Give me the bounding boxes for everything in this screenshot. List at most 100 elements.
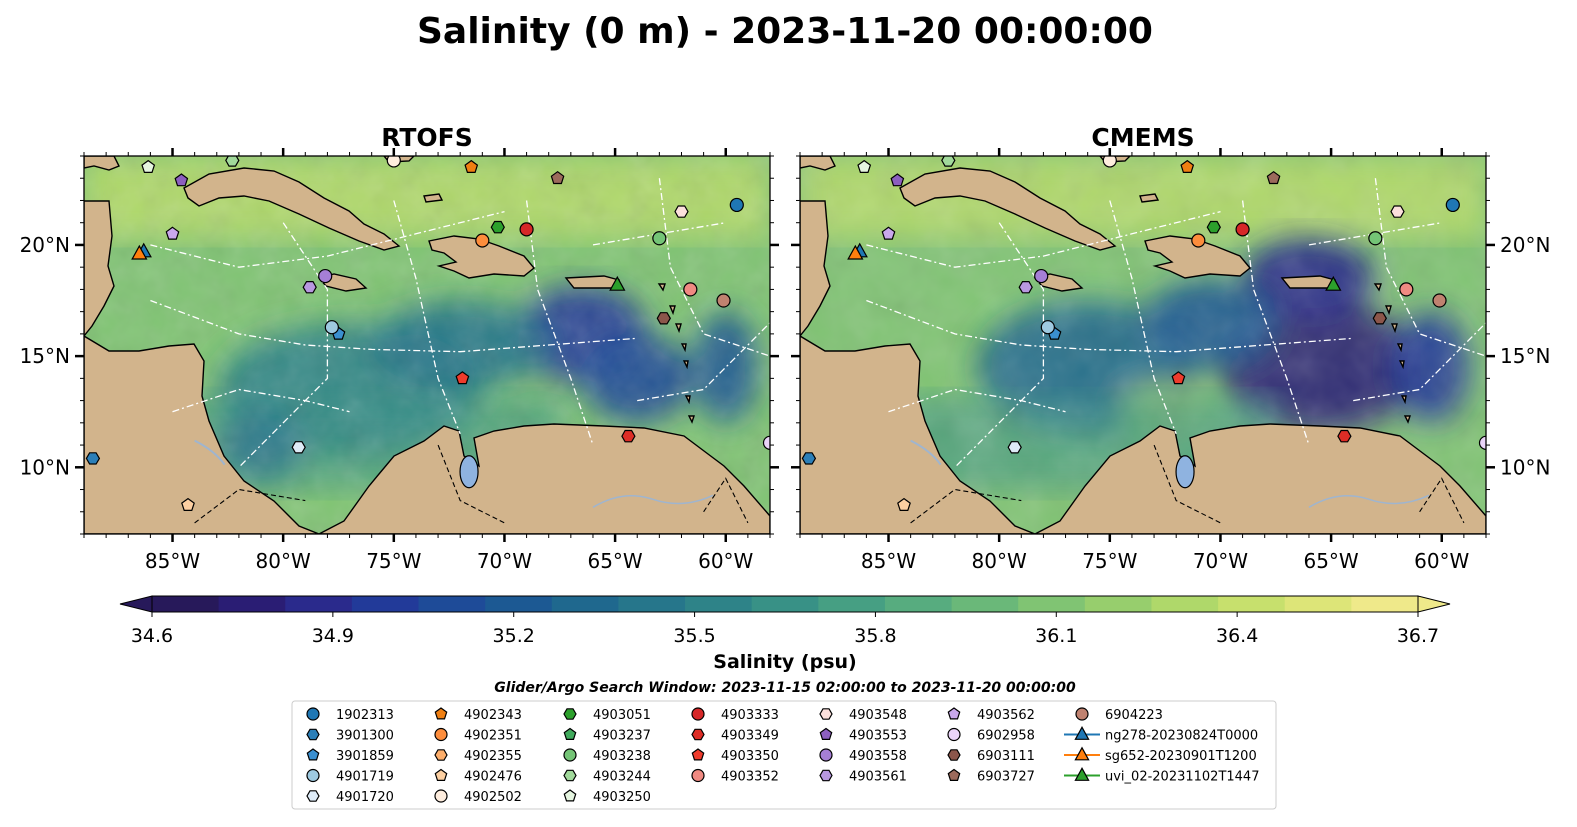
legend-marker-4903333 — [691, 707, 705, 721]
cmems-eez-line-0 — [866, 299, 1354, 353]
legend-label-3901300: 3901300 — [336, 729, 394, 744]
legend-marker-4902343 — [434, 707, 448, 720]
rtofs-float-uvi_02-20231102T1447 — [609, 275, 626, 291]
cmems-float-uvi_02-20231102T1447 — [1325, 275, 1342, 291]
rtofs-float-6904223 — [716, 293, 731, 308]
rtofs-ytick-label: 10°N — [20, 455, 70, 479]
legend-marker-4901719 — [306, 768, 320, 783]
legend-marker-uvi_02-20231102T1447 — [1074, 767, 1090, 781]
legend-marker-4903561 — [819, 769, 833, 782]
colorbar-segment — [1218, 596, 1286, 612]
rtofs-lake-maracaibo — [459, 455, 479, 489]
legend-marker-sg652-20230901T1200 — [1074, 746, 1090, 761]
legend-marker-4903349 — [691, 728, 705, 741]
cmems-float-4902351 — [1191, 233, 1206, 248]
rtofs-float-3901300 — [85, 452, 101, 465]
colorbar-segment — [218, 596, 286, 612]
cmems-lake-maracaibo — [1175, 455, 1195, 489]
colorbar-segment — [418, 596, 486, 612]
legend-marker-4902476 — [434, 768, 448, 782]
legend-label-4903238: 4903238 — [593, 749, 651, 764]
legend-label-6903727: 6903727 — [977, 770, 1035, 785]
rtofs-xtick-label: 65°W — [587, 549, 642, 573]
legend-label-4902351: 4902351 — [464, 729, 522, 744]
rtofs-float-4903561 — [302, 281, 317, 294]
legend-marker-4903352 — [691, 768, 705, 783]
legend-marker-6903727 — [947, 768, 961, 782]
colorbar-segment — [1084, 596, 1152, 612]
cmems-border-0 — [910, 488, 1022, 524]
salinity-colorbar: 34.6 34.9 35.2 35.5 35.8 36.1 36.4 36.7 — [119, 595, 1451, 647]
legend-label-4903350: 4903350 — [721, 749, 779, 764]
colorbar-segment — [1151, 596, 1219, 612]
cmems-float-6903111 — [1372, 312, 1387, 325]
rtofs-float-1902313 — [729, 197, 744, 213]
cmems-float-4901719 — [1040, 320, 1055, 335]
cmems-float-4903350 — [1171, 371, 1186, 385]
rtofs-eez-line-0 — [150, 299, 638, 353]
rtofs-float-4903250 — [141, 159, 156, 173]
cmems-float-4903349 — [1337, 429, 1352, 443]
legend-label-4902502: 4902502 — [464, 790, 522, 805]
rtofs-river-west — [194, 439, 226, 466]
legend-marker-4902502 — [434, 789, 448, 803]
rtofs-eez-line-3 — [525, 200, 594, 446]
legend-marker-4903238 — [563, 748, 577, 762]
cmems-xtick-label: 60°W — [1414, 549, 1469, 573]
rtofs-float-6903727 — [550, 170, 565, 185]
colorbar-segment — [1351, 596, 1419, 612]
rtofs-eez-line-2 — [393, 200, 461, 435]
cmems-eez-line-6 — [888, 388, 1066, 413]
cmems-xtick-label: 70°W — [1193, 549, 1248, 573]
rtofs-xtick-label: 75°W — [366, 549, 421, 573]
colorbar-segment — [818, 596, 886, 612]
cmems-eez-line-3 — [1241, 200, 1310, 446]
colorbar-segment — [884, 596, 953, 612]
colorbar-tick-label: 36.1 — [1035, 625, 1077, 647]
rtofs-panel: RTOFS 85°W 80°W 75°W 70°W 65°W 60°W 10°N 15°N 20… — [20, 123, 779, 573]
rtofs-float-4903553 — [174, 173, 189, 187]
cmems-ytick-label: 15°N — [1500, 344, 1550, 368]
legend-label-4903561: 4903561 — [849, 770, 907, 785]
cmems-river — [1308, 494, 1430, 508]
legend-label-4902476: 4902476 — [464, 770, 522, 785]
legend-label-4903558: 4903558 — [849, 749, 907, 764]
colorbar-segment — [618, 596, 686, 612]
colorbar-segment — [485, 596, 553, 612]
cmems-xtick-label: 75°W — [1082, 549, 1137, 573]
cmems-xtick-label: 65°W — [1303, 549, 1358, 573]
colorbar-tick-label: 36.7 — [1397, 625, 1439, 647]
rtofs-xtick-label: 70°W — [477, 549, 532, 573]
legend-marker-4903553 — [819, 727, 833, 741]
cmems-float-6903727 — [1266, 170, 1281, 185]
legend-label-6904223: 6904223 — [1105, 708, 1163, 723]
cmems-float-4903561 — [1018, 281, 1033, 294]
colorbar-segment — [751, 596, 819, 612]
legend-marker-ng278-20230824T0000 — [1074, 726, 1090, 740]
legend-label-1902313: 1902313 — [336, 708, 394, 723]
cmems-eez-line-4 — [1374, 178, 1486, 357]
cmems-map-frame — [799, 155, 1487, 535]
cmems-float-4903238 — [1368, 231, 1383, 246]
cmems-eez-line-1 — [954, 222, 1045, 468]
legend-marker-6903111 — [947, 749, 961, 761]
legend-label-4903237: 4903237 — [593, 729, 651, 744]
rtofs-xtick-label: 60°W — [698, 549, 753, 573]
legend-marker-4903350 — [691, 748, 705, 761]
legend-label-sg652-20230901T1200: sg652-20230901T1200 — [1105, 749, 1257, 764]
rtofs-float-markers — [85, 156, 770, 511]
legend-label-4901719: 4901719 — [336, 770, 394, 785]
cmems-panel-title: CMEMS — [1091, 123, 1194, 152]
legend-marker-4903548 — [819, 708, 833, 720]
legend-label-uvi_02-20231102T1447: uvi_02-20231102T1447 — [1105, 770, 1259, 785]
colorbar-segment — [685, 596, 753, 612]
legend-label-4903352: 4903352 — [721, 770, 779, 785]
cmems-axes: 85°W 80°W 75°W 70°W 65°W 60°W 10°N 15°N 20°N — [791, 148, 1550, 573]
cmems-float-4902502 — [1102, 156, 1117, 168]
rtofs-eez-line-8 — [637, 322, 770, 402]
legend-box — [291, 700, 1277, 810]
rtofs-ytick-label: 15°N — [20, 344, 70, 368]
rtofs-border-0 — [194, 488, 306, 524]
legend-label-3901859: 3901859 — [336, 749, 394, 764]
